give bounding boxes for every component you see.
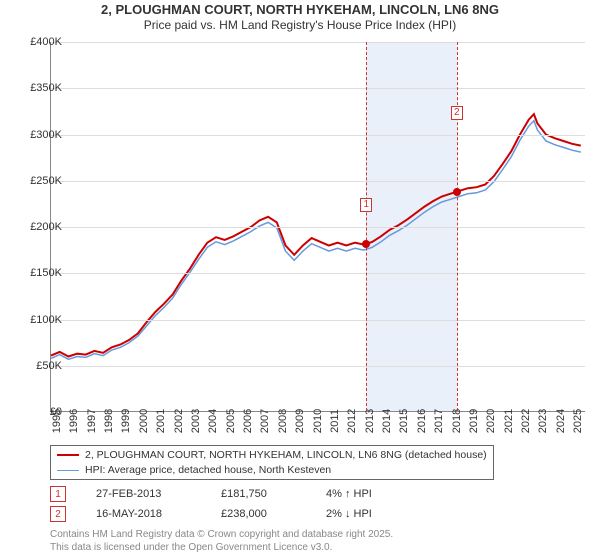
y-axis-label: £100K [30,314,62,326]
sale-price: £238,000 [221,508,296,520]
x-axis-label: 2021 [503,409,515,433]
attribution: Contains HM Land Registry data © Crown c… [50,528,393,554]
x-axis-label: 2023 [537,409,549,433]
sale-row: 2 16-MAY-2018 £238,000 2% ↓ HPI [50,504,406,524]
sale-badge: 2 [50,506,66,522]
sale-date: 16-MAY-2018 [96,508,191,520]
title-address: 2, PLOUGHMAN COURT, NORTH HYKEHAM, LINCO… [0,2,600,17]
y-axis-label: £300K [30,129,62,141]
sale-delta: 2% ↓ HPI [326,508,406,520]
gridline [51,366,585,367]
title-block: 2, PLOUGHMAN COURT, NORTH HYKEHAM, LINCO… [0,0,600,32]
y-axis-label: £50K [36,360,62,372]
x-axis-label: 2003 [190,409,202,433]
gridline [51,88,585,89]
legend-label: 2, PLOUGHMAN COURT, NORTH HYKEHAM, LINCO… [85,448,487,463]
x-axis-label: 2008 [277,409,289,433]
x-axis-label: 2024 [555,409,567,433]
x-axis-label: 1997 [86,409,98,433]
legend-row: HPI: Average price, detached house, Nort… [57,463,487,478]
x-axis-label: 2018 [451,409,463,433]
x-axis-label: 2000 [138,409,150,433]
chart-container: 2, PLOUGHMAN COURT, NORTH HYKEHAM, LINCO… [0,0,600,560]
x-axis-label: 2025 [572,409,584,433]
x-axis-label: 2019 [468,409,480,433]
x-axis-label: 2014 [381,409,393,433]
marker-badge-2: 2 [451,106,463,120]
x-axis-label: 2006 [242,409,254,433]
y-axis-label: £200K [30,221,62,233]
legend-swatch [57,470,79,471]
x-axis-label: 2020 [485,409,497,433]
x-axis-label: 2005 [225,409,237,433]
x-axis-label: 1998 [103,409,115,433]
x-axis-label: 2007 [259,409,271,433]
sale-date: 27-FEB-2013 [96,488,191,500]
marker-dot-2 [453,188,461,196]
gridline [51,227,585,228]
x-axis-label: 2002 [173,409,185,433]
gridline [51,320,585,321]
gridline [51,135,585,136]
marker-dot-1 [362,240,370,248]
legend-swatch [57,454,79,456]
y-axis-label: £0 [50,406,62,418]
attribution-line2: This data is licensed under the Open Gov… [50,541,393,554]
x-axis-label: 2009 [294,409,306,433]
x-axis-label: 1996 [68,409,80,433]
sale-delta: 4% ↑ HPI [326,488,406,500]
gridline [51,273,585,274]
x-axis-label: 2004 [207,409,219,433]
marker-badge-1: 1 [360,198,372,212]
x-axis-label: 2016 [416,409,428,433]
gridline [51,42,585,43]
x-axis-label: 2013 [364,409,376,433]
sale-price: £181,750 [221,488,296,500]
x-axis-label: 2001 [155,409,167,433]
legend-label: HPI: Average price, detached house, Nort… [85,463,331,478]
sale-badge: 1 [50,486,66,502]
legend: 2, PLOUGHMAN COURT, NORTH HYKEHAM, LINCO… [50,445,494,480]
x-axis-label: 2010 [312,409,324,433]
y-axis-label: £400K [30,36,62,48]
attribution-line1: Contains HM Land Registry data © Crown c… [50,528,393,541]
plot-area: 1995199619971998199920002001200220032004… [50,42,585,412]
y-axis-label: £250K [30,175,62,187]
x-axis-label: 2017 [433,409,445,433]
legend-row: 2, PLOUGHMAN COURT, NORTH HYKEHAM, LINCO… [57,448,487,463]
y-axis-label: £350K [30,82,62,94]
sales-table: 1 27-FEB-2013 £181,750 4% ↑ HPI 2 16-MAY-2018… [50,484,406,524]
x-axis-label: 2022 [520,409,532,433]
x-axis-label: 2015 [398,409,410,433]
gridline [51,181,585,182]
title-subtitle: Price paid vs. HM Land Registry's House … [0,18,600,32]
sale-row: 1 27-FEB-2013 £181,750 4% ↑ HPI [50,484,406,504]
x-axis-label: 2012 [346,409,358,433]
x-axis-label: 2011 [329,409,341,433]
x-axis-label: 1999 [120,409,132,433]
y-axis-label: £150K [30,267,62,279]
